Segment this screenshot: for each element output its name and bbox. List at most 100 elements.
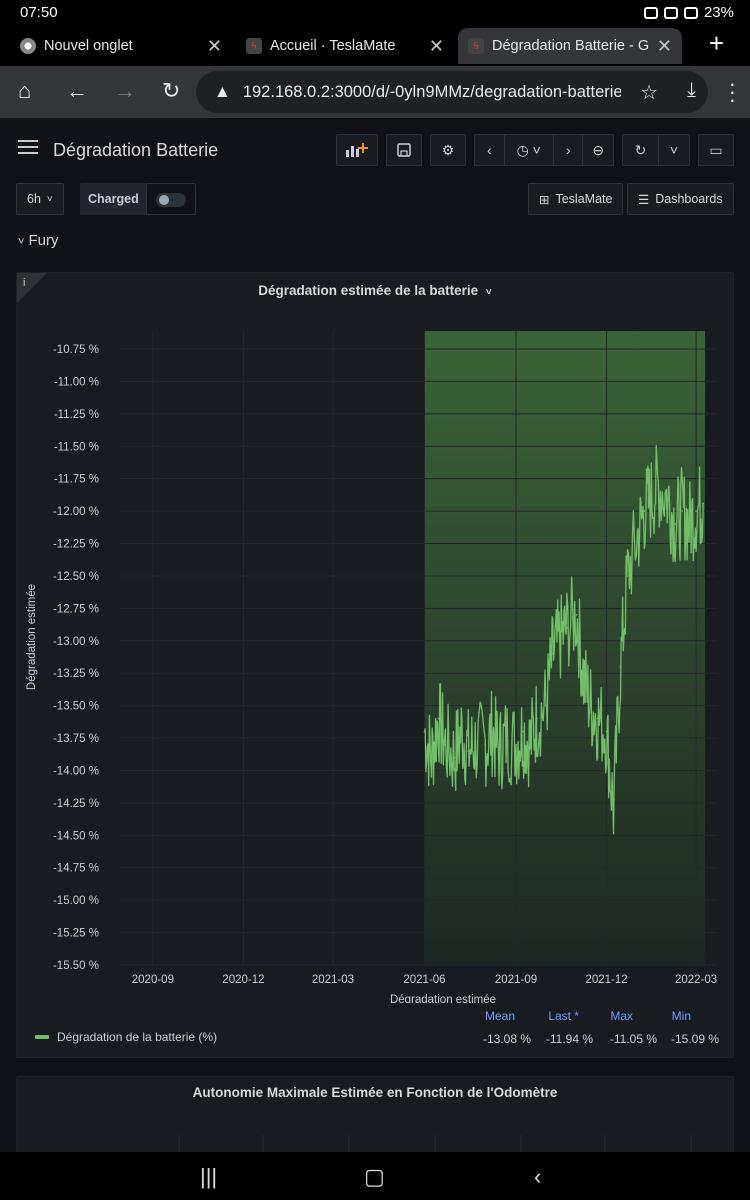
url-text[interactable]: 192.168.0.2:3000/d/-0yln9MMz/degradation… xyxy=(242,82,621,101)
legend-header-mean[interactable]: Mean xyxy=(484,1009,515,1023)
home-button-icon[interactable]: ▢ xyxy=(364,1164,385,1189)
data-point xyxy=(545,704,547,707)
settings-gear-icon[interactable]: ⚙ xyxy=(430,134,466,166)
more-menu-icon[interactable]: · · · xyxy=(728,71,736,112)
vpn-key-icon xyxy=(643,6,658,19)
close-icon[interactable]: ✕ xyxy=(206,35,222,56)
data-point xyxy=(529,743,531,746)
data-point xyxy=(515,743,517,746)
data-point xyxy=(589,704,592,707)
teslamate-icon: ϟ xyxy=(246,38,262,54)
back-button-icon[interactable]: ‹ xyxy=(534,1164,542,1189)
highlight-region xyxy=(424,331,706,965)
y-tick-label: -15.00 % xyxy=(53,895,99,907)
teslamate-link[interactable]: ⊞ TeslaMate xyxy=(528,183,624,215)
row-collapse-fury[interactable]: ˅ Fury xyxy=(18,232,58,249)
chevron-left-icon[interactable]: ‹ xyxy=(475,135,505,165)
address-bar[interactable]: ▲ 192.168.0.2:3000/d/-0yln9MMz/degradati… xyxy=(196,71,708,113)
data-point xyxy=(643,510,646,512)
status-bar: 07:50 23% xyxy=(0,0,750,26)
data-point xyxy=(667,497,670,499)
save-icon[interactable] xyxy=(386,134,422,166)
legend-header-max[interactable]: Max xyxy=(610,1009,633,1023)
y-tick-label: -13.50 % xyxy=(53,701,99,713)
close-icon[interactable]: ✕ xyxy=(656,35,672,56)
y-tick-label: -12.25 % xyxy=(53,539,99,551)
y-tick-label: -12.75 % xyxy=(53,603,99,615)
time-range-value: 6h xyxy=(27,192,41,206)
clock-icon[interactable]: ◷ ˅ xyxy=(505,135,554,165)
tv-mode-icon[interactable]: ▭ xyxy=(698,134,734,166)
legend-swatch xyxy=(35,1035,49,1039)
warning-icon[interactable]: ▲ xyxy=(214,82,231,101)
legend-header-last[interactable]: Last * xyxy=(548,1009,579,1023)
data-point xyxy=(626,575,629,577)
legend-value-max: -11.05 % xyxy=(609,1032,657,1046)
y-tick-label: -11.25 % xyxy=(54,409,99,421)
data-point xyxy=(605,730,608,733)
download-icon[interactable]: ⤓ xyxy=(687,79,696,101)
chevron-down-icon[interactable]: ˅ xyxy=(669,142,679,158)
recent-apps-icon[interactable]: ||| xyxy=(200,1164,218,1189)
charged-toggle[interactable] xyxy=(146,183,196,215)
data-point xyxy=(674,523,677,525)
data-point xyxy=(559,639,561,642)
data-point xyxy=(636,536,639,538)
data-point xyxy=(522,730,524,733)
close-icon[interactable]: ✕ xyxy=(428,35,444,56)
data-point xyxy=(612,808,615,811)
info-icon[interactable]: i xyxy=(23,277,26,289)
tab-degradation[interactable]: ϟ Dégradation Batterie - Graf ✕ xyxy=(458,28,682,64)
panel-title[interactable]: Dégradation estimée de la batterie ˅ xyxy=(17,283,733,298)
legend-value-min: -15.09 % xyxy=(670,1032,719,1046)
tab-new-tab[interactable]: Nouvel onglet ✕ xyxy=(10,28,232,64)
tab-title: Dégradation Batterie - Graf xyxy=(492,38,649,54)
x-tick-label: 2021-12 xyxy=(585,974,627,986)
y-tick-label: -11.00 % xyxy=(54,376,99,388)
y-tick-label: -15.50 % xyxy=(53,960,99,972)
refresh-icon[interactable]: ↻ xyxy=(623,135,659,165)
star-icon[interactable]: ☆ xyxy=(640,82,658,104)
status-time: 07:50 xyxy=(20,4,58,21)
teslamate-link-label: TeslaMate xyxy=(555,192,613,206)
zoom-out-icon[interactable]: ⊖ xyxy=(592,141,605,158)
y-tick-label: -14.00 % xyxy=(53,765,99,777)
data-point xyxy=(460,730,463,733)
y-tick-label: -10.75 % xyxy=(53,344,99,356)
tab-strip: Nouvel onglet ✕ ϟ Accueil · TeslaMate ✕ … xyxy=(0,26,750,66)
legend-value-mean: -13.08 % xyxy=(482,1032,531,1046)
back-icon[interactable]: ← xyxy=(66,78,88,103)
data-point xyxy=(596,717,599,720)
chart-panel: i Dégradation estimée de la batterie ˅ -… xyxy=(16,272,734,1058)
y-tick-label: -13.75 % xyxy=(53,733,99,745)
legend-item[interactable]: Dégradation de la batterie (%) xyxy=(35,1030,217,1044)
data-point xyxy=(695,510,697,512)
y-tick-label: -13.25 % xyxy=(53,668,99,680)
tab-teslamate[interactable]: ϟ Accueil · TeslaMate ✕ xyxy=(236,28,454,64)
refresh-group: ↻ ˅ xyxy=(622,134,690,166)
add-panel-icon[interactable] xyxy=(336,134,378,166)
y-tick-label: -14.50 % xyxy=(53,830,99,842)
legend-header-min[interactable]: Min xyxy=(671,1009,691,1023)
data-point xyxy=(681,510,683,512)
x-tick-label: 2021-09 xyxy=(495,974,537,986)
chevron-down-icon: ˅ xyxy=(46,193,53,205)
home-icon[interactable]: ⌂ xyxy=(18,78,32,103)
data-point xyxy=(491,730,493,733)
data-point xyxy=(505,737,507,739)
panel-title[interactable]: Autonomie Maximale Estimée en Fonction d… xyxy=(192,1085,558,1100)
chevron-right-icon[interactable]: › xyxy=(554,135,584,165)
hamburger-menu-icon[interactable] xyxy=(18,140,38,154)
tab-title: Nouvel onglet xyxy=(44,38,133,54)
forward-icon[interactable]: → xyxy=(114,78,136,103)
new-tab-icon[interactable]: + xyxy=(708,28,724,58)
wifi-icon xyxy=(683,6,698,19)
x-tick-label: 2021-03 xyxy=(312,974,354,986)
time-range-dropdown[interactable]: 6h ˅ xyxy=(16,183,64,215)
row-title: Fury xyxy=(28,232,59,249)
y-tick-label: -12.50 % xyxy=(53,571,99,583)
data-point xyxy=(657,484,660,486)
dashboards-link[interactable]: ☰ Dashboards xyxy=(627,183,734,215)
page-title[interactable]: Dégradation Batterie xyxy=(53,140,219,160)
reload-icon[interactable]: ↻ xyxy=(162,78,181,103)
